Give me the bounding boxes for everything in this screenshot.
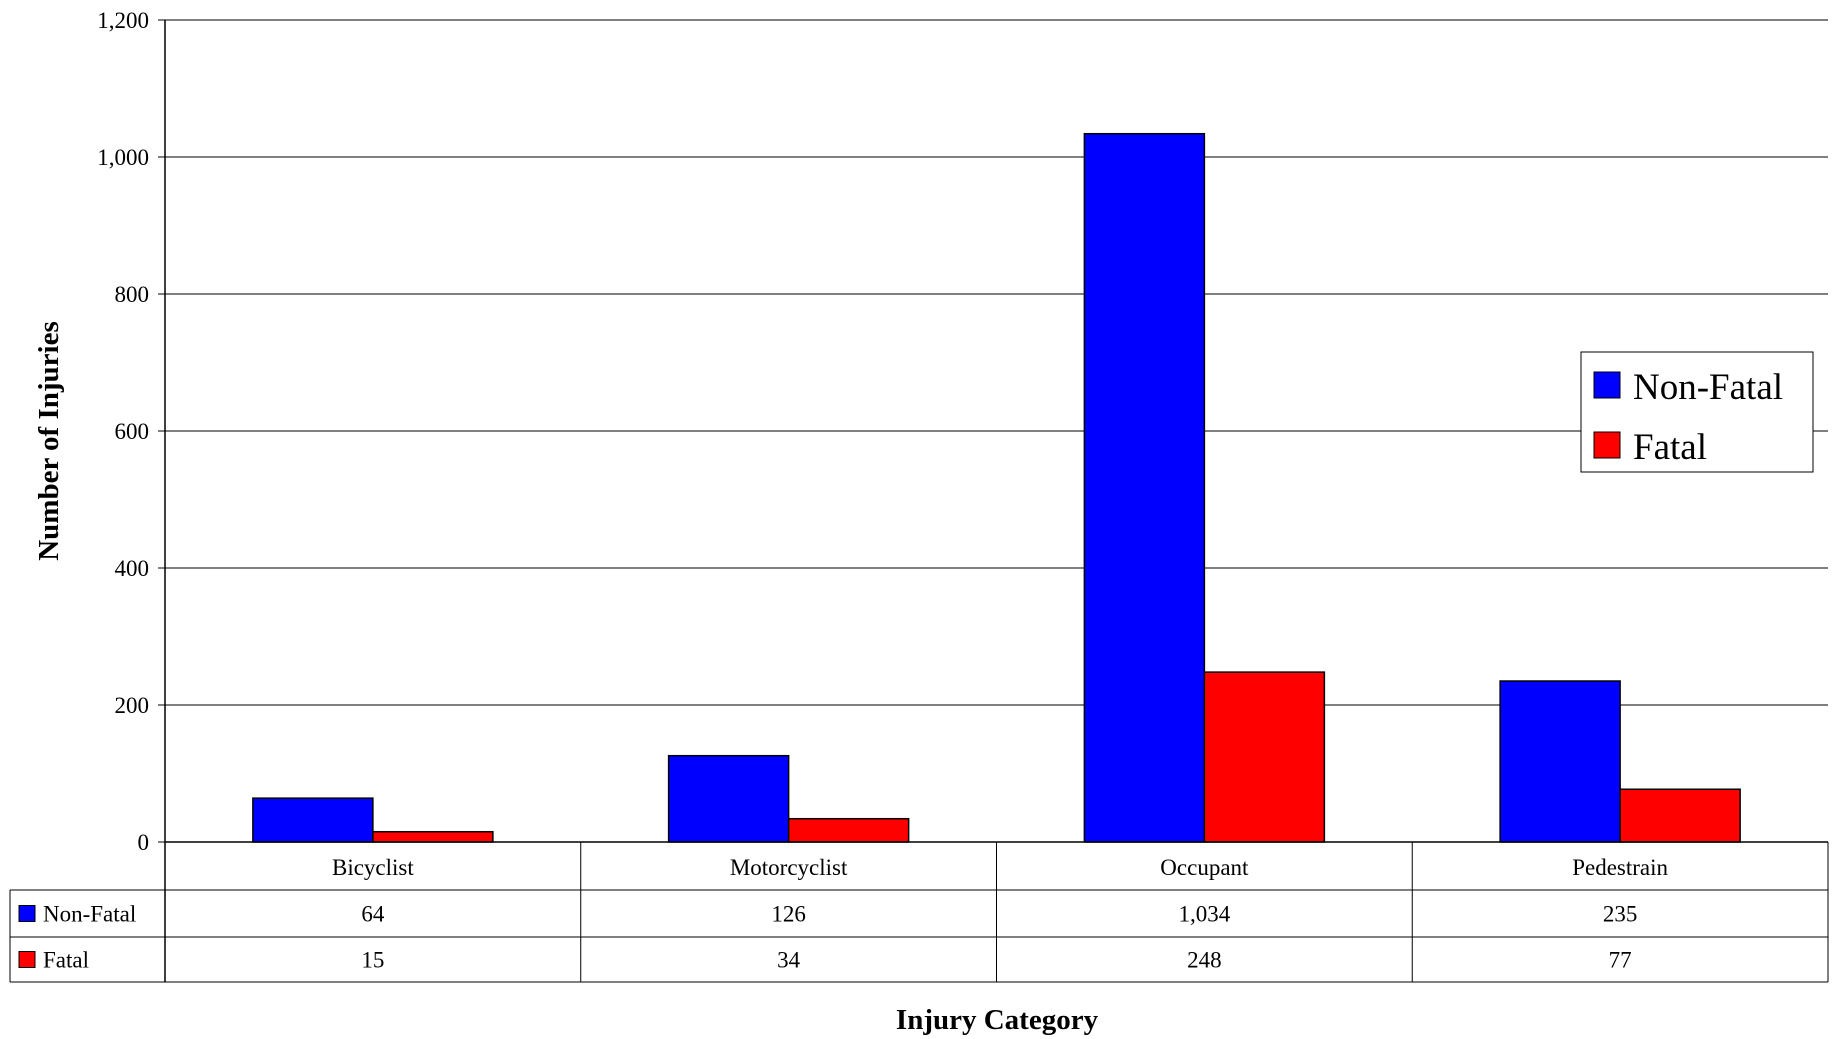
y-axis-title: Number of Injuries xyxy=(33,321,65,561)
bar-non-fatal-motorcyclist xyxy=(667,754,790,843)
y-axis-ticks: 0 200 400 600 800 1,000 1,200 xyxy=(97,8,165,855)
x-tick-label: Motorcyclist xyxy=(730,855,848,880)
bar-non-fatal-occupant xyxy=(1083,132,1206,843)
data-label: 34 xyxy=(777,948,801,973)
y-tick-label: 400 xyxy=(115,556,150,581)
data-label: 248 xyxy=(1187,948,1222,973)
data-table: Bicyclist Motorcyclist Occupant Pedestrain N… xyxy=(9,842,1829,983)
y-tick-label: 600 xyxy=(115,419,150,444)
x-tick-label: Occupant xyxy=(1160,855,1249,880)
data-label: 126 xyxy=(771,902,806,927)
legend: Non-Fatal Fatal xyxy=(1580,351,1814,473)
bars xyxy=(252,132,1741,843)
bar-fatal-bicyclist xyxy=(372,830,494,843)
legend-key xyxy=(1593,371,1621,399)
table-legend-key xyxy=(18,951,36,968)
bar-fatal-occupant xyxy=(1203,671,1326,843)
bar-non-fatal-pedestrain xyxy=(1499,680,1621,843)
y-tick-label: 1,200 xyxy=(97,8,149,33)
y-tick-label: 200 xyxy=(115,693,150,718)
data-label: 235 xyxy=(1603,902,1638,927)
y-tick-label: 800 xyxy=(115,282,150,307)
table-series-name: Fatal xyxy=(43,948,89,973)
table-legend-key xyxy=(18,905,36,922)
x-tick-label: Bicyclist xyxy=(332,855,414,880)
legend-key xyxy=(1593,431,1621,459)
legend-label: Non-Fatal xyxy=(1633,367,1783,408)
y-tick-label: 0 xyxy=(138,830,150,855)
bar-fatal-pedestrain xyxy=(1619,788,1741,843)
data-label: 64 xyxy=(361,902,385,927)
x-tick-label: Pedestrain xyxy=(1572,855,1668,880)
bar-non-fatal-bicyclist xyxy=(252,797,374,843)
data-label: 77 xyxy=(1609,948,1632,973)
x-axis-title: Injury Category xyxy=(896,1004,1099,1036)
data-label: 1,034 xyxy=(1179,902,1231,927)
legend-label: Fatal xyxy=(1633,427,1707,468)
data-label: 15 xyxy=(361,948,384,973)
bar-fatal-motorcyclist xyxy=(787,817,910,843)
y-tick-label: 1,000 xyxy=(97,145,149,170)
table-series-name: Non-Fatal xyxy=(43,902,136,927)
